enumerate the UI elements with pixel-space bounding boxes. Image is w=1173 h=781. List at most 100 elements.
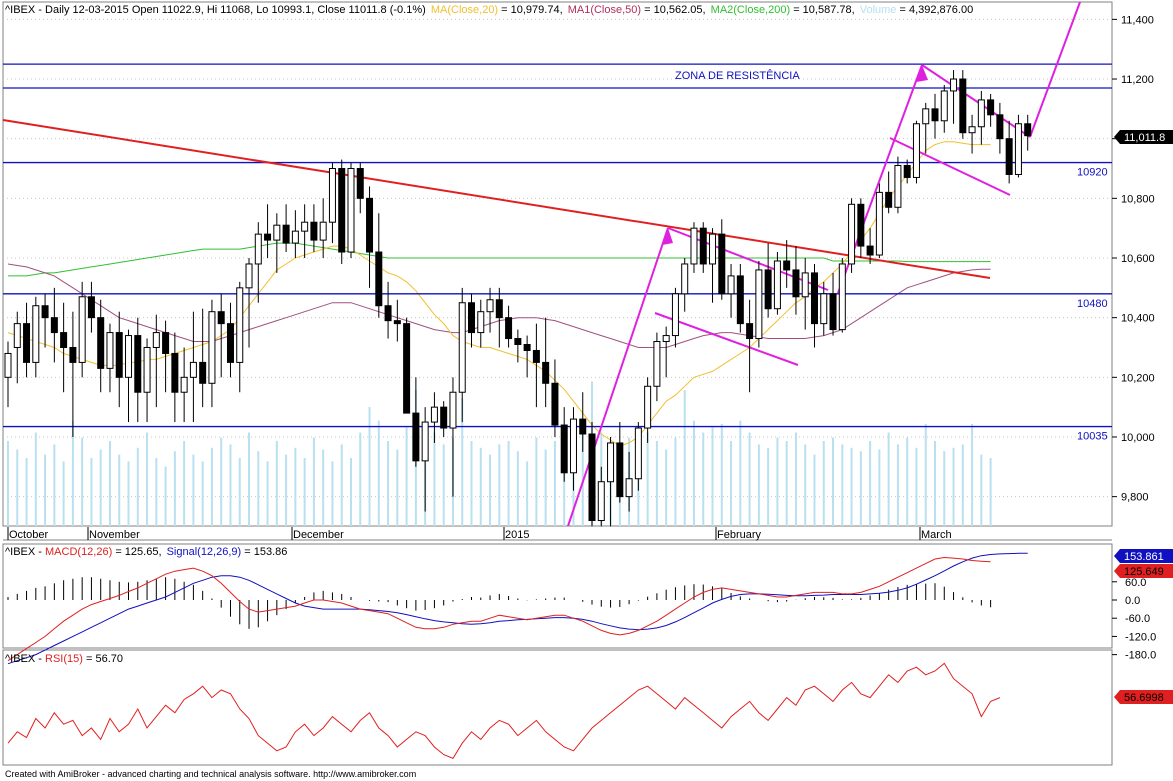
volume-bar — [544, 449, 547, 526]
candle-body — [560, 424, 568, 474]
svg-text:153.861: 153.861 — [1124, 551, 1164, 563]
candle-body — [866, 245, 874, 256]
candle-body — [801, 272, 809, 298]
volume-bar — [683, 390, 686, 526]
volume-bar — [961, 444, 964, 526]
candle-body — [773, 260, 781, 310]
price-tick-label: 10,400 — [1121, 313, 1155, 325]
volume-bar — [461, 398, 464, 526]
rsi-series — [7, 662, 1001, 760]
candle-body — [50, 317, 58, 334]
candle-body — [996, 114, 1004, 140]
candle-body — [319, 221, 327, 241]
candle-body — [328, 168, 336, 223]
volume-bar — [498, 444, 501, 526]
candle-body — [569, 418, 577, 474]
candle-body — [1005, 138, 1013, 175]
volume-bar — [776, 437, 779, 526]
volume-bar — [396, 449, 399, 526]
candle-body — [97, 317, 105, 369]
rsi-panel-frame — [2, 649, 1113, 766]
macd-panel-frame — [2, 543, 1113, 649]
candle-body — [848, 203, 856, 265]
candle-body — [838, 263, 846, 331]
candle-body — [588, 433, 596, 522]
volume-bar — [841, 444, 844, 526]
volume-bar — [34, 432, 37, 526]
candle-body — [810, 272, 818, 325]
volume-bar — [146, 432, 149, 526]
volume-bar — [7, 441, 9, 526]
candle-body — [217, 311, 225, 325]
macd-tick-label: 0.0 — [1125, 595, 1140, 607]
volume-bar — [118, 454, 121, 526]
candle-body — [746, 323, 754, 340]
candle-body — [607, 442, 615, 483]
volume-bar — [535, 437, 538, 526]
macd-value-tag: 125.649 — [1114, 564, 1173, 578]
candle-body — [180, 376, 188, 393]
candle-body — [440, 406, 448, 429]
volume-bar — [507, 441, 510, 526]
candle-body — [264, 233, 272, 241]
signal-line — [7, 552, 1028, 665]
candle-body — [13, 323, 21, 348]
candle-body — [579, 418, 587, 435]
ma200-line — [8, 242, 991, 277]
volume-bar — [720, 424, 723, 526]
candle-body — [912, 123, 920, 178]
volume-bar — [952, 447, 955, 526]
arrowhead-icon — [916, 65, 928, 82]
volume-bar — [136, 447, 139, 526]
price-tick-label: 10,800 — [1121, 193, 1155, 205]
arrowhead-icon — [662, 228, 673, 245]
month-label: 2015 — [505, 529, 529, 541]
volume-bar — [90, 458, 93, 526]
candle-body — [134, 335, 142, 393]
volume-bar — [331, 461, 334, 526]
horizontal-levels: 10920 10480 10035 — [3, 63, 1112, 443]
candle-body — [208, 311, 216, 384]
candle-body — [495, 299, 503, 319]
candle-body — [477, 311, 485, 334]
volume-bar — [489, 454, 492, 526]
price-header: ^IBEX - Daily 12-03-2015 Open 11022.9, H… — [5, 4, 973, 16]
candle-body — [662, 335, 670, 343]
candle-body — [1024, 123, 1032, 137]
volume-bar — [748, 432, 751, 526]
pattern-line — [567, 227, 669, 527]
volume-bar — [869, 441, 872, 526]
candle-body — [681, 263, 689, 295]
volume-bar — [859, 451, 862, 526]
candle-body — [820, 293, 828, 325]
candle-body — [310, 221, 318, 241]
month-label: February — [717, 529, 762, 541]
candle-body — [115, 332, 123, 378]
volume-bar — [526, 461, 529, 526]
svg-text:56.6998: 56.6998 — [1124, 692, 1164, 704]
candle-body — [634, 427, 642, 480]
volume-bar — [285, 454, 288, 526]
candle-body — [273, 224, 281, 241]
volume-bar — [155, 458, 158, 526]
candle-body — [291, 230, 299, 244]
volume-bar — [989, 458, 992, 526]
volume-bar — [433, 432, 436, 526]
pattern-line — [1029, 1, 1081, 138]
volume-bar — [850, 447, 853, 526]
volume-bar — [665, 449, 668, 526]
pattern-line — [889, 137, 1011, 196]
volume-bar — [711, 427, 714, 526]
price-panel-frame — [2, 1, 1113, 527]
level-label: 10035 — [1077, 431, 1108, 443]
candle-body — [542, 361, 550, 384]
volume-bar — [201, 461, 204, 526]
svg-text:125.649: 125.649 — [1124, 566, 1164, 578]
candle-body — [189, 361, 197, 378]
volume-bar — [646, 432, 649, 526]
volume-bar — [896, 444, 899, 526]
volume-bar — [405, 427, 408, 526]
candle-body — [393, 320, 401, 325]
candle-body — [384, 305, 392, 322]
price-tick-label: 11,200 — [1121, 74, 1154, 86]
